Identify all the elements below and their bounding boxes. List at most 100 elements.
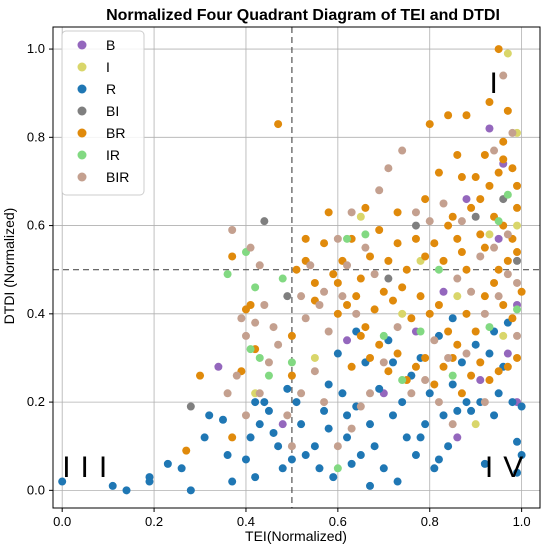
x-tick-label-2: 0.4 (237, 514, 255, 529)
data-point-br-72 (421, 353, 430, 362)
data-point-r-21 (287, 455, 296, 464)
legend-marker-ir (77, 150, 87, 160)
data-point-bir-42 (444, 353, 453, 362)
data-point-r-74 (297, 420, 306, 429)
data-point-bir-53 (310, 367, 319, 376)
data-point-br-77 (375, 340, 384, 349)
data-point-ir-6 (278, 274, 287, 283)
data-point-br-88 (228, 433, 237, 442)
data-point-b-14 (453, 433, 462, 442)
legend-marker-br (77, 128, 87, 138)
data-point-br-97 (421, 195, 430, 204)
data-point-r-55 (453, 406, 462, 415)
data-point-r-82 (283, 384, 292, 393)
y-tick-label-3: 0.6 (27, 218, 45, 233)
data-point-bir-47 (379, 358, 388, 367)
data-point-ir-15 (398, 376, 407, 385)
data-point-bir-22 (375, 186, 384, 195)
data-point-bir-60 (503, 230, 512, 239)
data-point-br-2 (485, 98, 494, 107)
data-point-br-11 (457, 173, 466, 182)
data-point-bir-1 (228, 225, 237, 234)
legend-label-r: R (106, 81, 116, 97)
data-point-r-39 (379, 464, 388, 473)
data-point-br-1 (494, 45, 503, 54)
data-point-br-25 (430, 239, 439, 248)
data-point-bi-0 (186, 402, 195, 411)
x-tick-label-5: 1.0 (513, 514, 531, 529)
data-point-bir-38 (494, 292, 503, 301)
data-point-ir-16 (416, 327, 425, 336)
data-point-r-32 (347, 459, 356, 468)
data-point-br-53 (444, 327, 453, 336)
data-point-bir-28 (306, 261, 315, 270)
quadrant-label-0: I (489, 67, 507, 100)
data-point-r-53 (444, 442, 453, 451)
data-point-b-2 (476, 376, 485, 385)
data-point-r-69 (517, 402, 526, 411)
data-point-bir-57 (499, 71, 508, 80)
x-tick-label-3: 0.6 (329, 514, 347, 529)
data-point-br-41 (398, 283, 407, 292)
data-point-bir-61 (513, 331, 522, 340)
data-point-bir-30 (411, 208, 420, 217)
data-point-br-93 (324, 208, 333, 217)
data-point-bi-3 (411, 221, 420, 230)
data-point-bir-26 (333, 234, 342, 243)
data-point-br-5 (444, 111, 453, 120)
data-point-b-4 (343, 336, 352, 345)
data-point-r-44 (402, 433, 411, 442)
data-point-r-2 (122, 486, 131, 495)
data-point-r-31 (343, 433, 352, 442)
data-point-br-36 (329, 270, 338, 279)
data-point-r-83 (434, 455, 443, 464)
data-point-br-80 (347, 362, 356, 371)
data-point-r-73 (223, 451, 232, 460)
data-point-bir-6 (260, 301, 269, 310)
data-point-bir-43 (430, 336, 439, 345)
data-point-r-52 (439, 411, 448, 420)
legend-label-br: BR (106, 125, 125, 141)
data-point-r-11 (228, 477, 237, 486)
data-point-br-101 (485, 181, 494, 190)
data-point-br-50 (416, 292, 425, 301)
data-point-br-44 (370, 305, 379, 314)
legend-label-b: B (106, 37, 115, 53)
data-point-br-30 (384, 256, 393, 265)
data-point-br-33 (356, 274, 365, 283)
data-point-br-96 (393, 208, 402, 217)
data-point-r-79 (416, 433, 425, 442)
data-point-bir-15 (315, 301, 324, 310)
data-point-bir-45 (407, 389, 416, 398)
data-point-r-81 (324, 380, 333, 389)
data-point-r-4 (145, 477, 154, 486)
data-point-r-30 (338, 389, 347, 398)
data-point-r-63 (490, 411, 499, 420)
data-point-bir-13 (274, 340, 283, 349)
data-point-i-4 (356, 212, 365, 221)
data-point-r-34 (356, 451, 365, 460)
data-point-bir-19 (370, 270, 379, 279)
data-point-r-36 (366, 420, 375, 429)
data-point-i-7 (310, 353, 319, 362)
data-point-i-3 (453, 292, 462, 301)
quadrant-label-2: IV (485, 451, 533, 484)
data-point-b-6 (494, 234, 503, 243)
data-point-br-29 (393, 239, 402, 248)
data-point-br-31 (375, 225, 384, 234)
data-point-br-26 (421, 252, 430, 261)
y-tick-label-4: 0.8 (27, 129, 45, 144)
data-point-r-56 (457, 358, 466, 367)
data-point-bir-31 (425, 217, 434, 226)
data-point-br-55 (462, 309, 471, 318)
data-point-br-70 (439, 362, 448, 371)
data-point-bir-50 (347, 424, 356, 433)
data-point-bir-39 (480, 309, 489, 318)
legend-marker-bir (77, 172, 87, 182)
data-point-bir-58 (508, 128, 517, 137)
data-point-b-8 (503, 349, 512, 358)
data-point-bir-21 (398, 146, 407, 155)
data-point-br-4 (462, 111, 471, 120)
data-point-br-52 (434, 301, 443, 310)
data-point-r-5 (163, 459, 172, 468)
